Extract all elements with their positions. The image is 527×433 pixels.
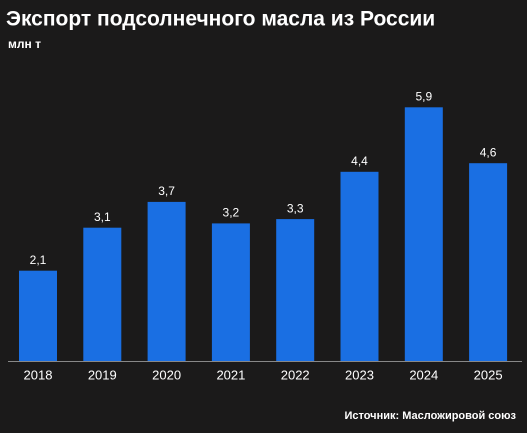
source: Источник: Масложировой союз (344, 410, 516, 422)
bar (211, 223, 250, 361)
value-label: 4,4 (351, 154, 368, 168)
value-label: 3,1 (94, 210, 111, 224)
x-tick-label: 2018 (24, 367, 53, 382)
value-label: 3,7 (158, 184, 175, 198)
value-label: 4,6 (480, 145, 497, 159)
bar (404, 107, 443, 361)
value-label: 3,2 (223, 206, 240, 220)
bar (276, 219, 315, 361)
x-tick-label: 2022 (281, 367, 310, 382)
bar (147, 201, 186, 361)
x-tick-label: 2024 (409, 367, 438, 382)
bar (19, 270, 57, 361)
x-tick-label: 2021 (216, 367, 245, 382)
value-label: 5,9 (415, 89, 432, 103)
bar (340, 171, 379, 361)
x-tick-label: 2023 (345, 367, 374, 382)
x-tick-label: 2019 (88, 367, 117, 382)
x-tick-label: 2020 (152, 367, 181, 382)
bar (83, 227, 122, 361)
bar (469, 163, 508, 361)
chart-title: Экспорт подсолнечного масла из России (6, 8, 435, 31)
value-label: 2,1 (30, 253, 47, 267)
value-label: 3,3 (287, 201, 304, 215)
chart-subtitle: млн т (8, 37, 41, 51)
x-tick-label: 2025 (474, 367, 503, 382)
